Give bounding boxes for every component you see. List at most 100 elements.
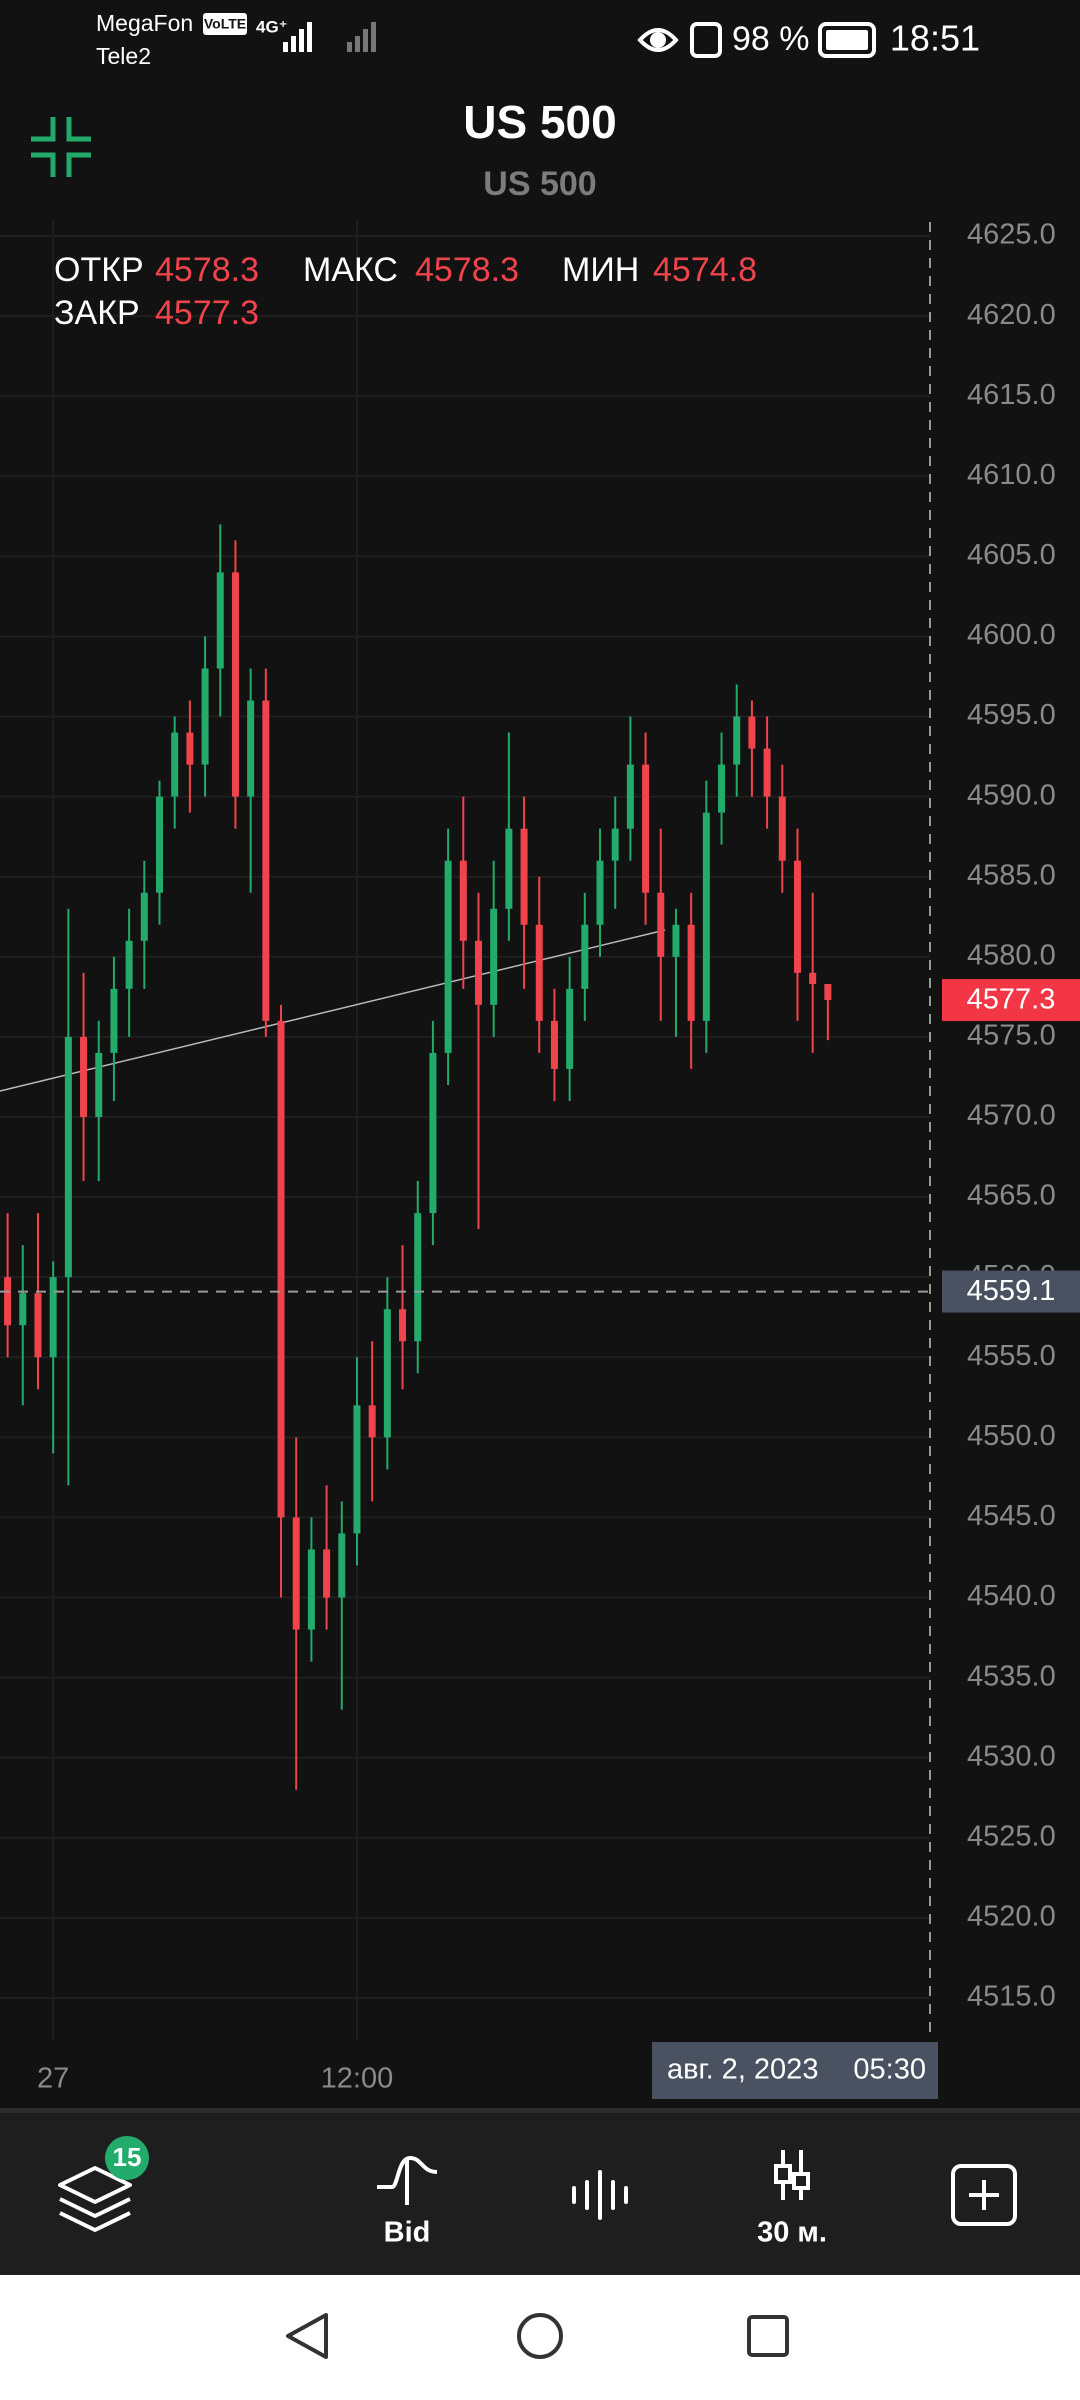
ohlc-label: МАКС	[303, 251, 398, 289]
toolbar-separator	[0, 2108, 1080, 2113]
instrument-title: US 500	[463, 96, 616, 148]
candle-body	[809, 972, 817, 985]
crosshair-time: 05:30	[853, 2054, 926, 2086]
candle-body	[49, 1277, 57, 1358]
y-tick-label: 4565.0	[967, 1180, 1056, 1212]
y-tick-label: 4530.0	[967, 1740, 1056, 1772]
candle-body	[429, 1052, 437, 1214]
signal-icon-2	[347, 22, 376, 52]
candle-body	[672, 924, 680, 957]
fullscreen-toggle[interactable]	[31, 117, 91, 177]
candle-body	[64, 1036, 72, 1278]
timeframe: 30 м.	[757, 2217, 827, 2249]
candle-body	[34, 1293, 42, 1358]
recents-button[interactable]	[747, 2315, 789, 2357]
volte-badge	[203, 13, 247, 35]
candle-body	[368, 1405, 376, 1438]
network-type: 4G⁺	[256, 17, 288, 36]
signal-icon	[283, 22, 312, 52]
battery-level: 98 %	[732, 20, 810, 58]
candle-body	[702, 812, 710, 1021]
candle-body	[4, 1277, 12, 1326]
y-tick-label: 4545.0	[967, 1500, 1056, 1532]
candle-body	[566, 988, 574, 1069]
y-tick-label: 4615.0	[967, 379, 1056, 411]
candle-body	[231, 572, 239, 797]
candle-body	[581, 924, 589, 989]
instrument-subtitle: US 500	[483, 165, 596, 203]
candle-body	[140, 892, 148, 941]
candle-body	[748, 716, 756, 749]
candle-body	[474, 940, 482, 1005]
price-type-button[interactable]	[377, 2155, 438, 2205]
battery-fill	[826, 30, 868, 50]
candle-body	[95, 1052, 103, 1117]
y-tick-label: 4550.0	[967, 1420, 1056, 1452]
candle-body	[247, 700, 255, 797]
candle-body	[110, 988, 118, 1053]
crosshair-time-box	[652, 2042, 938, 2099]
candle-body	[535, 924, 543, 1021]
candle-body	[626, 764, 634, 829]
trend-line	[0, 929, 666, 1092]
navigation-bar	[0, 2275, 1080, 2400]
crosshair-price-box	[942, 1270, 1080, 1313]
y-tick-label: 4525.0	[967, 1820, 1056, 1852]
last-price-box	[942, 979, 1080, 1022]
overlay: 4515.0 4520.0 4525.0 4530.0 4535.0 4540.0 4545…	[0, 219, 1080, 2095]
ohlc-value: 4577.3	[155, 294, 259, 332]
candle-body	[216, 572, 224, 669]
candle-body	[733, 716, 741, 765]
candle-body	[171, 732, 179, 797]
price-type: Bid	[384, 2217, 431, 2249]
ohlc-value: 4578.3	[155, 251, 259, 289]
candle-body	[459, 860, 467, 941]
y-tick-label: 4580.0	[967, 939, 1056, 971]
candle-body	[186, 732, 194, 765]
candle-body	[383, 1309, 391, 1438]
ohlc-value: 4574.8	[653, 251, 757, 289]
candle-body	[201, 668, 209, 765]
candle-body	[125, 940, 133, 989]
candle-body	[323, 1549, 331, 1598]
eye-icon	[637, 28, 679, 52]
y-tick-label: 4610.0	[967, 459, 1056, 491]
y-tick-label: 4555.0	[967, 1340, 1056, 1372]
y-tick-label: 4515.0	[967, 1981, 1056, 2013]
candle-body	[353, 1405, 361, 1534]
candle-body	[611, 828, 619, 861]
candle-body	[156, 796, 163, 893]
candle-body	[778, 796, 786, 861]
new-order-button[interactable]	[951, 2164, 1017, 2226]
home-button[interactable]	[517, 2313, 563, 2359]
y-tick-label: 4535.0	[967, 1660, 1056, 1692]
candle-body	[642, 764, 650, 893]
carrier: MegaFon	[96, 10, 193, 36]
candle-body	[824, 984, 832, 1001]
instruments-button[interactable]	[58, 2166, 132, 2232]
candle-body	[414, 1213, 422, 1342]
ohlc-label: ОТКР	[54, 251, 144, 289]
badge	[105, 2136, 149, 2180]
ohlc-label: ЗАКР	[54, 294, 140, 332]
y-tick-label: 4600.0	[967, 619, 1056, 651]
candle-body	[490, 908, 498, 1005]
candle-body	[657, 892, 665, 957]
indicators-button[interactable]	[572, 2170, 628, 2220]
ohlc-label: МИН	[562, 251, 639, 289]
last-price: 4577.3	[967, 984, 1056, 1016]
candle-body	[292, 1517, 300, 1630]
x-tick-label: 27	[37, 2063, 69, 2095]
grid	[0, 220, 930, 2040]
candle-body	[687, 924, 695, 1021]
y-tick-label: 4605.0	[967, 539, 1056, 571]
y-tick-label: 4520.0	[967, 1901, 1056, 1933]
candle-body	[520, 828, 528, 925]
candle-body	[550, 1020, 558, 1069]
back-button[interactable]	[286, 2313, 328, 2359]
y-tick-label: 4625.0	[967, 219, 1056, 251]
timeframe-button[interactable]	[774, 2150, 810, 2200]
